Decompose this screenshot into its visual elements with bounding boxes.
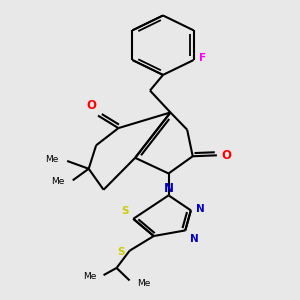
Text: O: O xyxy=(221,149,231,162)
Text: F: F xyxy=(199,53,206,64)
Text: O: O xyxy=(86,100,96,112)
Text: Me: Me xyxy=(137,279,150,288)
Text: Me: Me xyxy=(51,177,64,186)
Text: Me: Me xyxy=(46,155,59,164)
Text: Me: Me xyxy=(83,272,96,281)
Text: S: S xyxy=(117,247,124,257)
Text: N: N xyxy=(190,233,199,244)
Text: N: N xyxy=(164,182,174,195)
Text: N: N xyxy=(196,204,205,214)
Text: S: S xyxy=(121,206,129,216)
